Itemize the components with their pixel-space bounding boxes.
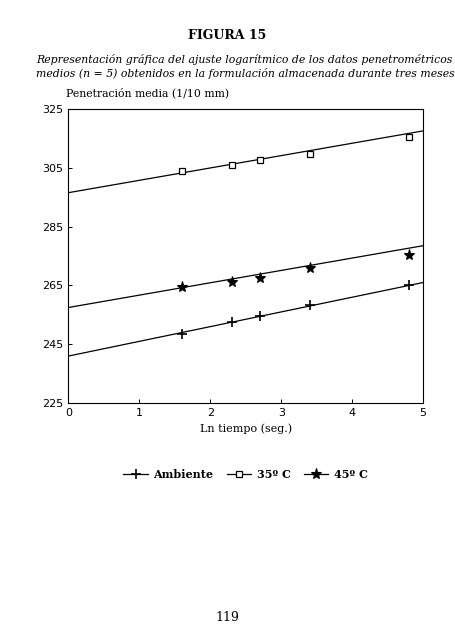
Legend: Ambiente, 35º C, 45º C: Ambiente, 35º C, 45º C	[119, 465, 372, 484]
Text: Representación gráfica del ajuste logarítmico de los datos penetrométricos: Representación gráfica del ajuste logarí…	[36, 54, 453, 65]
Text: FIGURA 15: FIGURA 15	[188, 29, 267, 42]
Text: Penetración media (1/10 mm): Penetración media (1/10 mm)	[66, 88, 230, 99]
X-axis label: Ln tiempo (seg.): Ln tiempo (seg.)	[200, 424, 292, 434]
Text: medios (n = 5) obtenidos en la formulación almacenada durante tres meses.: medios (n = 5) obtenidos en la formulaci…	[36, 68, 455, 79]
Text: 119: 119	[216, 611, 239, 624]
